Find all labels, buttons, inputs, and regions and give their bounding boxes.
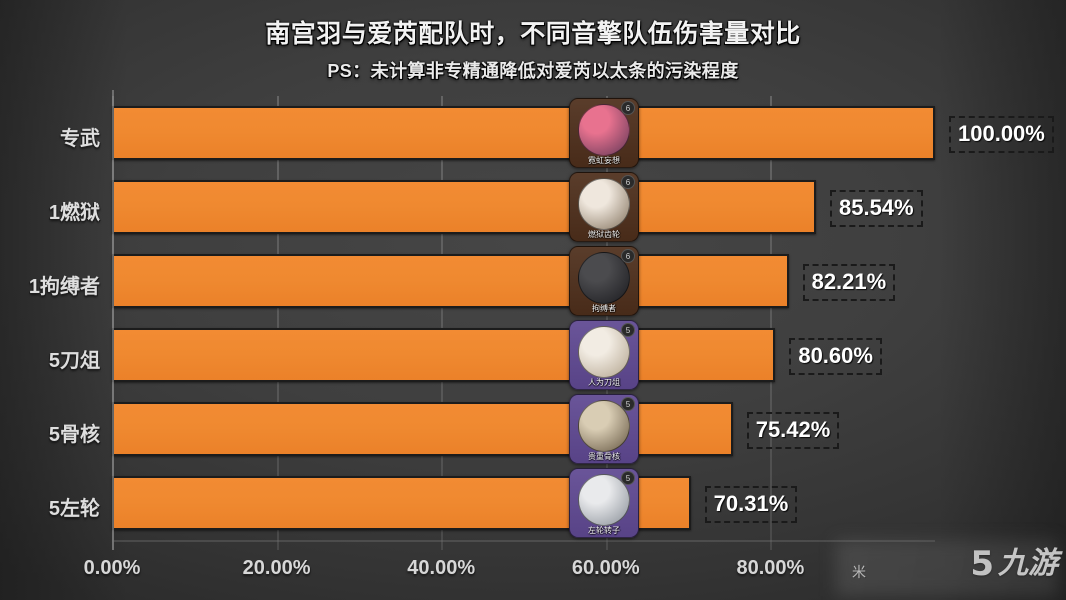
watermark-blur bbox=[836, 540, 1058, 596]
bar-1燃狱[interactable] bbox=[112, 180, 816, 234]
y-axis-label-5骨核: 5骨核 bbox=[48, 424, 100, 446]
item-icon bbox=[578, 474, 630, 527]
item-card-霓虹妄想[interactable]: 6 霓虹妄想 bbox=[569, 98, 639, 168]
item-rank-badge: 5 bbox=[621, 323, 635, 337]
bar-row: 100.00% bbox=[112, 96, 1054, 170]
y-axis-label-1燃狱: 1燃狱 bbox=[48, 202, 100, 224]
watermark: 5 九游 bbox=[836, 532, 1058, 596]
item-name-label: 人为刀俎 bbox=[588, 378, 620, 387]
page-subtitle: PS：未计算非专精通降低对爱芮以太条的污染程度 bbox=[327, 61, 739, 81]
item-icon bbox=[578, 252, 630, 305]
y-axis-label-5刀俎: 5刀俎 bbox=[48, 350, 100, 372]
x-tick-60-00%: 60.00% bbox=[571, 557, 640, 579]
y-axis-label-专武: 专武 bbox=[60, 128, 100, 150]
bar-value-label: 100.00% bbox=[949, 116, 1054, 153]
gridline-40-00% bbox=[441, 96, 444, 550]
y-axis-line bbox=[112, 90, 114, 550]
item-rank-badge: 5 bbox=[621, 397, 635, 411]
x-tick-80-00%: 80.00% bbox=[736, 557, 805, 579]
bar-row: 75.42% bbox=[112, 392, 935, 466]
item-name-label: 贵重骨核 bbox=[588, 452, 620, 461]
item-icon bbox=[578, 400, 630, 453]
plot-area: 100.00% 85.54% 82.21% 80.60% 75.42% 70.31% bbox=[112, 96, 1054, 550]
chart-header: 南宫羽与爱芮配队时，不同音擎队伍伤害量对比 PS：未计算非专精通降低对爱芮以太条… bbox=[0, 14, 1066, 83]
item-card-人为刀俎[interactable]: 5 人为刀俎 bbox=[569, 320, 639, 390]
item-name-label: 燃狱齿轮 bbox=[588, 230, 620, 239]
watermark-text: 九游 bbox=[998, 547, 1058, 580]
bar-value-label: 75.42% bbox=[746, 412, 840, 449]
item-rank-badge: 6 bbox=[621, 175, 635, 189]
y-axis-label-1拘缚者: 1拘缚者 bbox=[28, 276, 100, 298]
item-icon bbox=[578, 326, 630, 379]
bar-5刀俎[interactable] bbox=[112, 328, 776, 382]
bar-value-label: 70.31% bbox=[704, 486, 798, 523]
bar-value-label: 85.54% bbox=[829, 190, 923, 227]
item-name-label: 左轮转子 bbox=[588, 526, 620, 535]
item-name-label: 霓虹妄想 bbox=[588, 156, 620, 165]
bar-value-label: 82.21% bbox=[802, 264, 896, 301]
item-rank-badge: 6 bbox=[621, 101, 635, 115]
bar-专武[interactable] bbox=[112, 106, 935, 160]
item-card-左轮转子[interactable]: 5 左轮转子 bbox=[569, 468, 639, 538]
x-tick-20-00%: 20.00% bbox=[242, 557, 311, 579]
x-tick-0-00%: 0.00% bbox=[83, 557, 141, 579]
y-axis-label-5左轮: 5左轮 bbox=[48, 498, 100, 520]
bar-row: 70.31% bbox=[112, 466, 935, 540]
item-rank-badge: 6 bbox=[621, 249, 635, 263]
item-rank-badge: 5 bbox=[621, 471, 635, 485]
page-title: 南宫羽与爱芮配队时，不同音擎队伍伤害量对比 bbox=[265, 20, 801, 48]
x-axis-unit-label: 米 bbox=[852, 562, 866, 582]
x-axis-line bbox=[112, 540, 935, 542]
bar-row: 85.54% bbox=[112, 170, 935, 244]
item-icon bbox=[578, 104, 630, 157]
item-name-label: 拘缚者 bbox=[592, 304, 616, 313]
bar-5骨核[interactable] bbox=[112, 402, 733, 456]
x-tick-40-00%: 40.00% bbox=[407, 557, 476, 579]
bar-row: 82.21% bbox=[112, 244, 935, 318]
item-card-燃狱齿轮[interactable]: 6 燃狱齿轮 bbox=[569, 172, 639, 242]
bar-1拘缚者[interactable] bbox=[112, 254, 789, 308]
watermark-logo-icon: 5 bbox=[970, 544, 994, 584]
item-card-贵重骨核[interactable]: 5 贵重骨核 bbox=[569, 394, 639, 464]
item-icon bbox=[578, 178, 630, 231]
bar-row: 80.60% bbox=[112, 318, 935, 392]
gridline-80-00% bbox=[770, 96, 773, 550]
bar-value-label: 80.60% bbox=[789, 338, 882, 375]
gridline-20-00% bbox=[276, 96, 279, 550]
item-card-拘缚者[interactable]: 6 拘缚者 bbox=[569, 246, 639, 316]
